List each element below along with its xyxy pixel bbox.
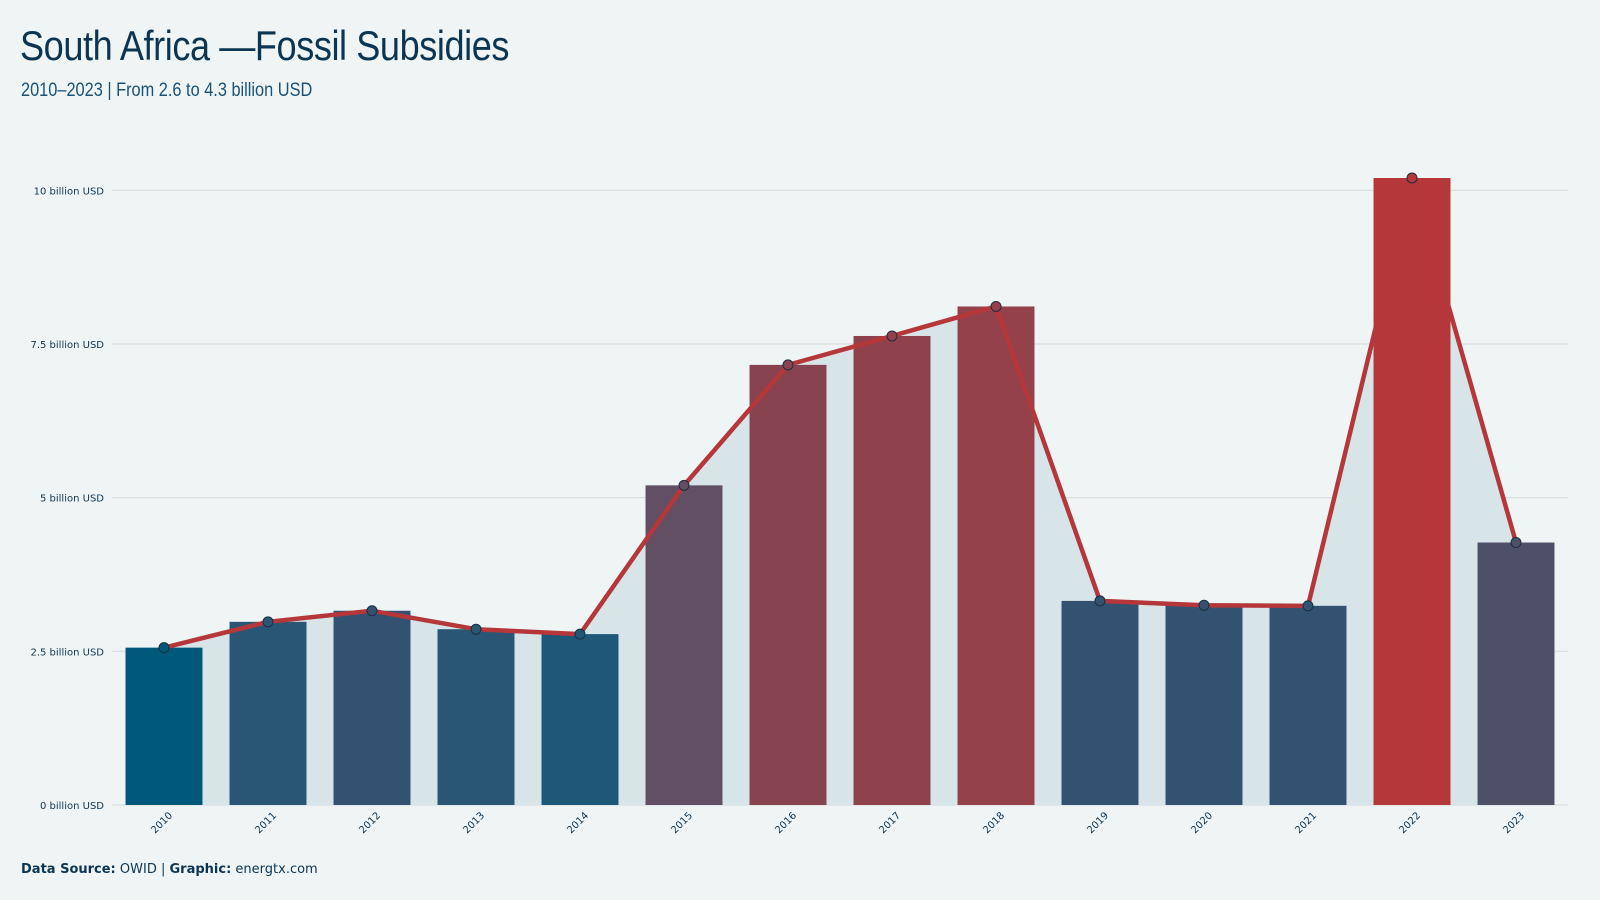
x-tick-label: 2012 [357, 810, 383, 836]
x-tick-labels: 2010 2011 2012 2013 2014 2015 2016 2017 2018 2019… [149, 810, 1527, 836]
bar-2019 [1061, 600, 1139, 805]
graphic-value: energtx.com [235, 862, 318, 877]
marker-2016 [782, 359, 794, 371]
marker-2022 [1406, 172, 1418, 184]
bar-2012 [333, 610, 411, 805]
bar-2021 [1269, 605, 1347, 805]
x-tick-label: 2014 [565, 810, 591, 836]
x-tick-label: 2022 [1397, 810, 1423, 836]
marker-2018 [990, 300, 1002, 312]
y-tick-label: 0 billion USD [40, 801, 104, 812]
x-tick-label: 2013 [461, 810, 487, 836]
bar-2013 [437, 629, 515, 805]
x-tick-label: 2023 [1501, 810, 1527, 836]
y-tick-labels: 0 billion USD 2.5 billion USD 5 billion US… [30, 186, 104, 812]
marker-2013 [470, 623, 482, 635]
footer-credits: Data Source: OWID | Graphic: energtx.com [21, 862, 318, 877]
chart-subtitle: 2010–2023 | From 2.6 to 4.3 billion USD [21, 80, 313, 101]
markers [158, 172, 1522, 654]
marker-2023 [1510, 537, 1522, 549]
bar-2010 [125, 647, 203, 805]
bar-2016 [749, 364, 827, 805]
x-tick-label: 2021 [1293, 810, 1319, 836]
graphic-label: Graphic: [169, 862, 232, 877]
y-tick-label: 10 billion USD [34, 186, 105, 197]
bar-2014 [541, 634, 619, 805]
marker-2011 [262, 616, 274, 628]
bar-2017 [853, 335, 931, 805]
y-tick-label: 5 billion USD [40, 494, 104, 505]
series-line [161, 175, 1519, 650]
x-tick-label: 2019 [1085, 810, 1111, 836]
x-tick-label: 2015 [669, 810, 695, 836]
x-tick-label: 2020 [1189, 810, 1215, 836]
marker-2021 [1302, 600, 1314, 612]
marker-2019 [1094, 595, 1106, 607]
x-tick-label: 2010 [149, 810, 175, 836]
bar-2020 [1165, 605, 1243, 805]
y-tick-label: 7.5 billion USD [30, 340, 104, 351]
bar-2018 [957, 306, 1035, 805]
bar-2023 [1477, 542, 1555, 805]
x-tick-label: 2018 [981, 810, 1007, 836]
marker-2017 [886, 330, 898, 342]
source-value: OWID | [119, 862, 166, 877]
marker-2020 [1198, 599, 1210, 611]
x-tick-label: 2017 [877, 810, 903, 836]
marker-2015 [678, 479, 690, 491]
bar-2015 [645, 485, 723, 805]
source-label: Data Source: [21, 862, 116, 877]
marker-2014 [574, 628, 586, 640]
x-tick-label: 2016 [773, 810, 799, 836]
y-tick-label: 2.5 billion USD [30, 647, 104, 658]
marker-2010 [158, 642, 170, 654]
bar-2011 [229, 621, 307, 805]
chart-title: South Africa —Fossil Subsidies [20, 22, 509, 69]
x-tick-label: 2011 [253, 810, 279, 836]
marker-2012 [366, 605, 378, 617]
trend-line [161, 175, 1519, 650]
